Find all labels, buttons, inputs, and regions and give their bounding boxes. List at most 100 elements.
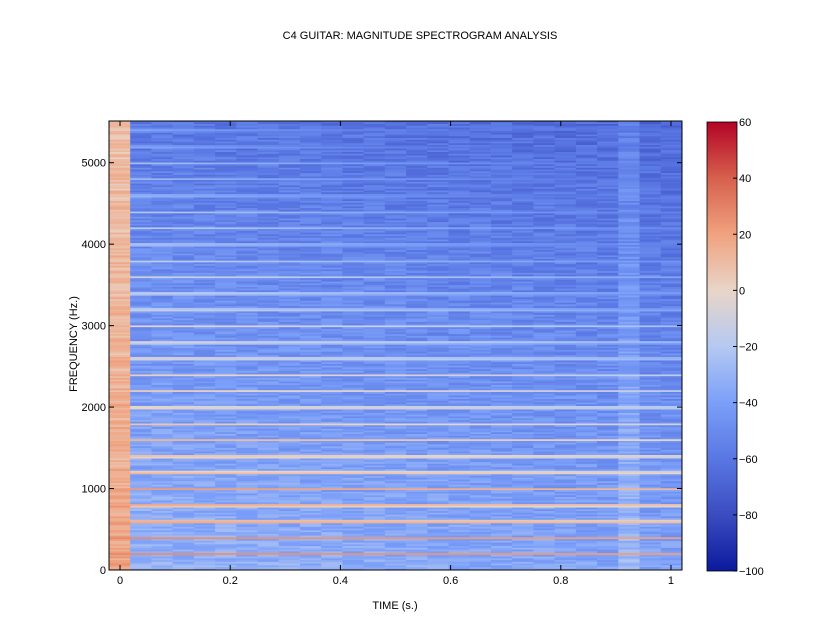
heatmap-cell	[278, 347, 301, 350]
heatmap-cell	[215, 286, 237, 289]
heatmap-cell	[236, 310, 259, 314]
heatmap-cell	[236, 447, 259, 450]
heatmap-cell	[406, 491, 428, 494]
heatmap-cell	[384, 247, 407, 251]
heatmap-cell	[300, 352, 322, 356]
heatmap-cell	[109, 196, 131, 200]
chart-title: C4 GUITAR: MAGNITUDE SPECTROGRAM ANALYSI…	[282, 30, 558, 42]
heatmap-cell	[512, 379, 535, 382]
heatmap-cell	[193, 559, 216, 562]
heatmap-cell	[130, 249, 153, 252]
heatmap-cell	[300, 184, 322, 188]
heatmap-cell	[321, 226, 344, 230]
heatmap-cell	[363, 312, 386, 315]
heatmap-cell	[151, 170, 174, 174]
heatmap-cell	[321, 181, 344, 184]
heatmap-cell	[151, 515, 174, 519]
heatmap-cell	[236, 144, 259, 147]
heatmap-cell	[172, 324, 195, 328]
heatmap-cell	[130, 447, 153, 450]
heatmap-cell	[363, 468, 386, 471]
heatmap-cell	[257, 368, 280, 371]
heatmap-cell	[278, 519, 301, 522]
heatmap-cell	[491, 492, 513, 496]
heatmap-cell	[236, 349, 259, 352]
heatmap-cell	[469, 233, 492, 237]
heatmap-cell	[300, 272, 322, 275]
heatmap-cell	[491, 522, 513, 526]
heatmap-cell	[151, 240, 174, 244]
heatmap-cell	[130, 379, 153, 382]
heatmap-cell	[512, 431, 535, 434]
heatmap-cell	[151, 258, 174, 261]
heatmap-cell	[278, 466, 301, 470]
heatmap-cell	[406, 263, 428, 266]
heatmap-cell	[384, 137, 407, 140]
heatmap-cell	[193, 186, 216, 189]
heatmap-cell	[300, 128, 322, 132]
heatmap-cell	[236, 324, 259, 328]
heatmap-cell	[406, 386, 428, 389]
heatmap-cell	[384, 379, 407, 382]
heatmap-cell	[321, 237, 344, 240]
heatmap-cell	[384, 438, 407, 441]
heatmap-cell	[109, 247, 131, 251]
heatmap-cell	[257, 316, 280, 319]
heatmap-cell	[321, 291, 344, 294]
heatmap-cell	[257, 501, 280, 505]
heatmap-cell	[406, 132, 428, 135]
heatmap-cell	[151, 433, 174, 436]
heatmap-cell	[215, 494, 237, 498]
heatmap-cell	[193, 165, 216, 168]
heatmap-cell	[257, 202, 280, 205]
heatmap-cell	[321, 203, 344, 207]
heatmap-cell	[363, 258, 386, 261]
heatmap-cell	[384, 275, 407, 279]
heatmap-cell	[236, 254, 259, 258]
heatmap-cell	[278, 384, 301, 387]
heatmap-cell	[151, 520, 174, 524]
heatmap-cell	[384, 482, 407, 485]
heatmap-cell	[491, 216, 513, 219]
heatmap-cell	[130, 354, 153, 357]
heatmap-cell	[448, 230, 471, 233]
heatmap-cell	[151, 564, 174, 568]
heatmap-cell	[109, 231, 131, 235]
heatmap-cell	[469, 363, 492, 366]
heatmap-cell	[384, 461, 407, 464]
heatmap-cell	[321, 568, 344, 570]
heatmap-cell	[109, 291, 131, 294]
heatmap-cell	[172, 205, 195, 209]
heatmap-cell	[406, 372, 428, 375]
heatmap-cell	[278, 414, 301, 417]
heatmap-cell	[172, 501, 195, 505]
heatmap-cell	[215, 293, 237, 296]
heatmap-cell	[172, 198, 195, 202]
heatmap-cell	[300, 158, 322, 161]
heatmap-cell	[321, 438, 344, 441]
heatmap-cell	[427, 275, 450, 279]
heatmap-cell	[300, 382, 322, 385]
heatmap-cell	[469, 417, 492, 420]
heatmap-cell	[193, 342, 216, 345]
heatmap-cell	[278, 337, 301, 340]
heatmap-cell	[363, 132, 386, 135]
heatmap-cell	[491, 231, 513, 235]
heatmap-cell	[257, 398, 280, 401]
heatmap-cell	[236, 282, 259, 286]
heatmap-cell	[448, 468, 471, 471]
heatmap-cell	[384, 217, 407, 221]
heatmap-cell	[469, 128, 492, 132]
heatmap-cell	[363, 436, 386, 440]
heatmap-cell	[406, 498, 428, 501]
heatmap-cell	[193, 473, 216, 477]
heatmap-cell	[193, 508, 216, 512]
heatmap-cell	[363, 251, 386, 254]
heatmap-cell	[151, 226, 174, 230]
heatmap-cell	[321, 503, 344, 506]
heatmap-cell	[342, 477, 365, 480]
heatmap-cell	[278, 144, 301, 147]
heatmap-cell	[427, 121, 450, 123]
heatmap-cell	[215, 314, 237, 317]
heatmap-cell	[384, 246, 407, 249]
